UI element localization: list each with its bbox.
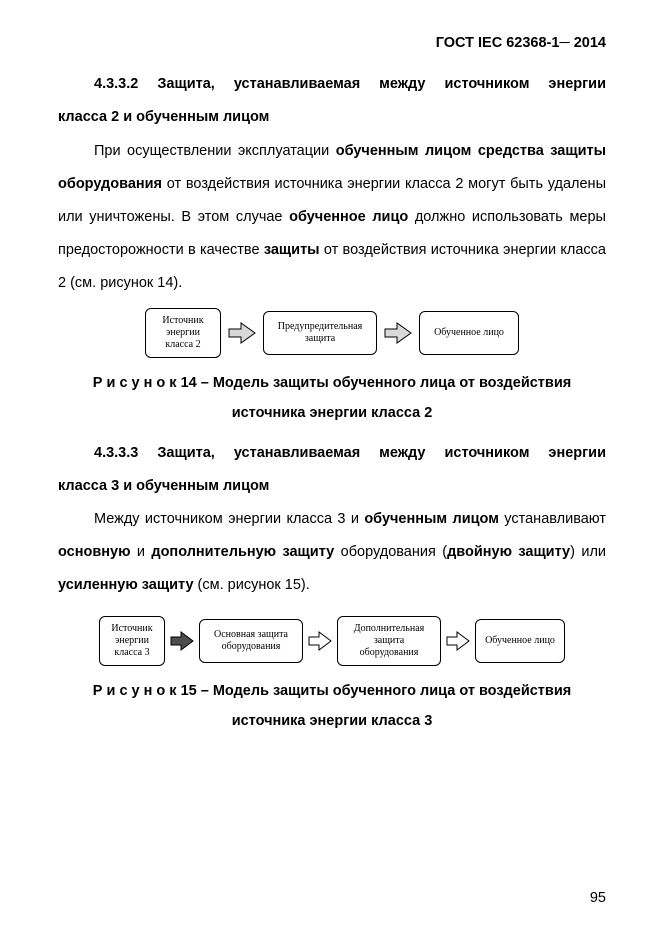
doc-header: ГОСТ IEC 62368-1─ 2014 [58,28,606,58]
page-number: 95 [590,883,606,913]
p2-b2: основную [58,544,130,560]
arrow-icon [227,321,257,345]
section-4333-line1: 4.3.3.3 Защита, устанавливаемая между ис… [58,437,606,470]
para-1: При осуществлении эксплуатации обученным… [58,135,606,300]
arrow-icon [307,630,333,652]
p2-t5: ) или [570,544,606,560]
caption-rest: 14 – Модель защиты обученного лица от во… [177,375,572,391]
p2-t3: и [130,544,151,560]
p1-t1: При осуществлении эксплуатации [94,143,336,159]
fig14-box-protection: Предупредительная защита [263,311,377,355]
p2-t2: устанавливают [499,511,606,527]
section-4333-line2: класса 3 и обученным лицом [58,470,606,503]
fig15-box-source: Источник энергии класса 3 [99,616,165,666]
fig15-box-basic: Основная защита оборудования [199,619,303,663]
section-4332-line1: 4.3.3.2 Защита, устанавливаемая между ис… [58,68,606,101]
p2-b3: дополнительную защиту [151,544,334,560]
arrow-icon [169,630,195,652]
figure-15: Источник энергии класса 3 Основная защит… [58,616,606,666]
arrow-icon [445,630,471,652]
page: ГОСТ IEC 62368-1─ 2014 4.3.3.2 Защита, у… [0,0,661,935]
caption-prefix: Р и с у н о к [93,375,177,391]
p2-b4: двойную защиту [447,544,570,560]
figure-15-caption-line2: источника энергии класса 3 [58,706,606,736]
p1-b3: защиты [264,242,320,258]
fig14-box-source: Источник энергии класса 2 [145,308,221,358]
caption-rest: 15 – Модель защиты обученного лица от во… [177,683,572,699]
p2-b5: усиленную защиту [58,577,194,593]
p2-b1: обученным лицом [364,511,499,527]
p1-b2: обученное лицо [289,209,408,225]
p2-t1: Между источником энергии класса 3 и [94,511,364,527]
fig15-box-person: Обученное лицо [475,619,565,663]
figure-14-caption-line2: источника энергии класса 2 [58,398,606,428]
para-2: Между источником энергии класса 3 и обуч… [58,503,606,602]
figure-15-caption-line1: Р и с у н о к 15 – Модель защиты обученн… [58,676,606,706]
p2-t4: оборудования ( [334,544,447,560]
arrow-icon [383,321,413,345]
caption-prefix: Р и с у н о к [93,683,177,699]
p2-t6: (см. рисунок 15). [194,577,310,593]
fig15-box-supplementary: Дополнительная защита оборудования [337,616,441,666]
figure-14: Источник энергии класса 2 Предупредитель… [58,308,606,358]
section-4332-line2: класса 2 и обученным лицом [58,101,606,134]
fig14-box-person: Обученное лицо [419,311,519,355]
figure-14-caption-line1: Р и с у н о к 14 – Модель защиты обученн… [58,368,606,398]
